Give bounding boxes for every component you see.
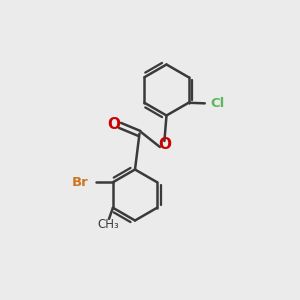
Text: O: O bbox=[107, 117, 120, 132]
Text: CH₃: CH₃ bbox=[98, 218, 119, 231]
Text: Cl: Cl bbox=[210, 97, 224, 110]
Text: O: O bbox=[158, 137, 171, 152]
Text: Br: Br bbox=[72, 176, 89, 189]
